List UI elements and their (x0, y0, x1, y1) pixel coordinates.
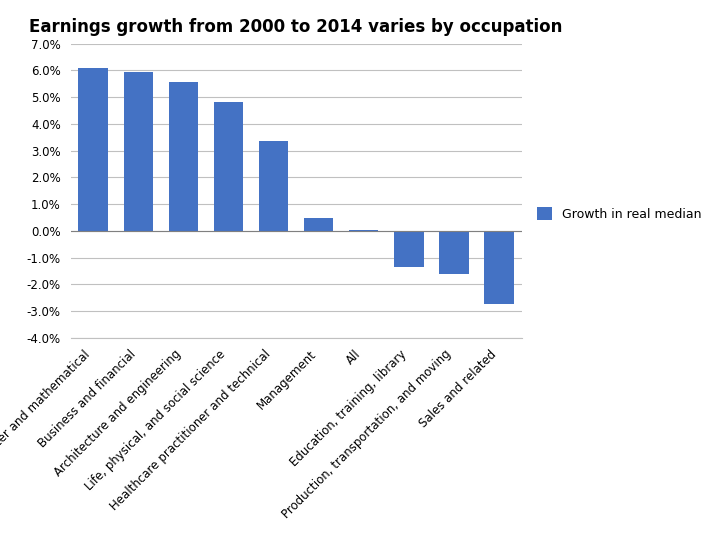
Bar (214, 102, 243, 231)
Bar (168, 82, 198, 231)
Legend: Growth in real median earnings: Growth in real median earnings (532, 203, 705, 226)
Bar (484, 231, 514, 305)
Bar (259, 141, 288, 231)
Bar (78, 68, 108, 231)
Bar (394, 231, 424, 267)
Title: Earnings growth from 2000 to 2014 varies by occupation: Earnings growth from 2000 to 2014 varies… (30, 19, 563, 37)
Bar (304, 217, 333, 231)
Bar (123, 72, 153, 231)
Bar (349, 229, 379, 231)
Bar (439, 231, 469, 274)
